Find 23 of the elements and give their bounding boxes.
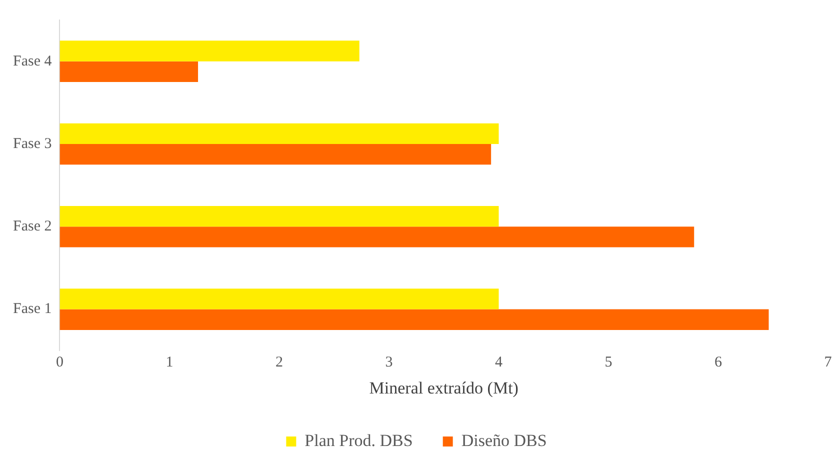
bar xyxy=(60,309,769,330)
x-tick-label: 3 xyxy=(385,354,393,371)
y-tick-label: Fase 2 xyxy=(12,218,52,235)
bar xyxy=(60,206,499,227)
bar xyxy=(60,61,198,82)
x-tick-label: 7 xyxy=(824,354,832,371)
x-tick-label: 2 xyxy=(275,354,283,371)
bar xyxy=(60,144,492,165)
x-tick-label: 0 xyxy=(56,354,64,371)
x-tick-label: 4 xyxy=(495,354,503,371)
bar xyxy=(60,40,360,62)
legend-label: Diseño DBS xyxy=(461,430,547,450)
x-axis-title: Mineral extraído (Mt) xyxy=(369,378,518,398)
bar xyxy=(60,288,499,310)
x-tick-label: 1 xyxy=(166,354,174,371)
y-tick-label: Fase 3 xyxy=(12,136,52,152)
y-tick-label: Fase 1 xyxy=(12,301,52,318)
x-tick-label: 6 xyxy=(714,354,722,371)
legend-label: Plan Prod. DBS xyxy=(304,430,413,450)
bar xyxy=(60,226,694,248)
y-tick-label: Fase 4 xyxy=(12,53,52,70)
x-tick-label: 5 xyxy=(604,354,612,371)
bar xyxy=(60,123,499,144)
